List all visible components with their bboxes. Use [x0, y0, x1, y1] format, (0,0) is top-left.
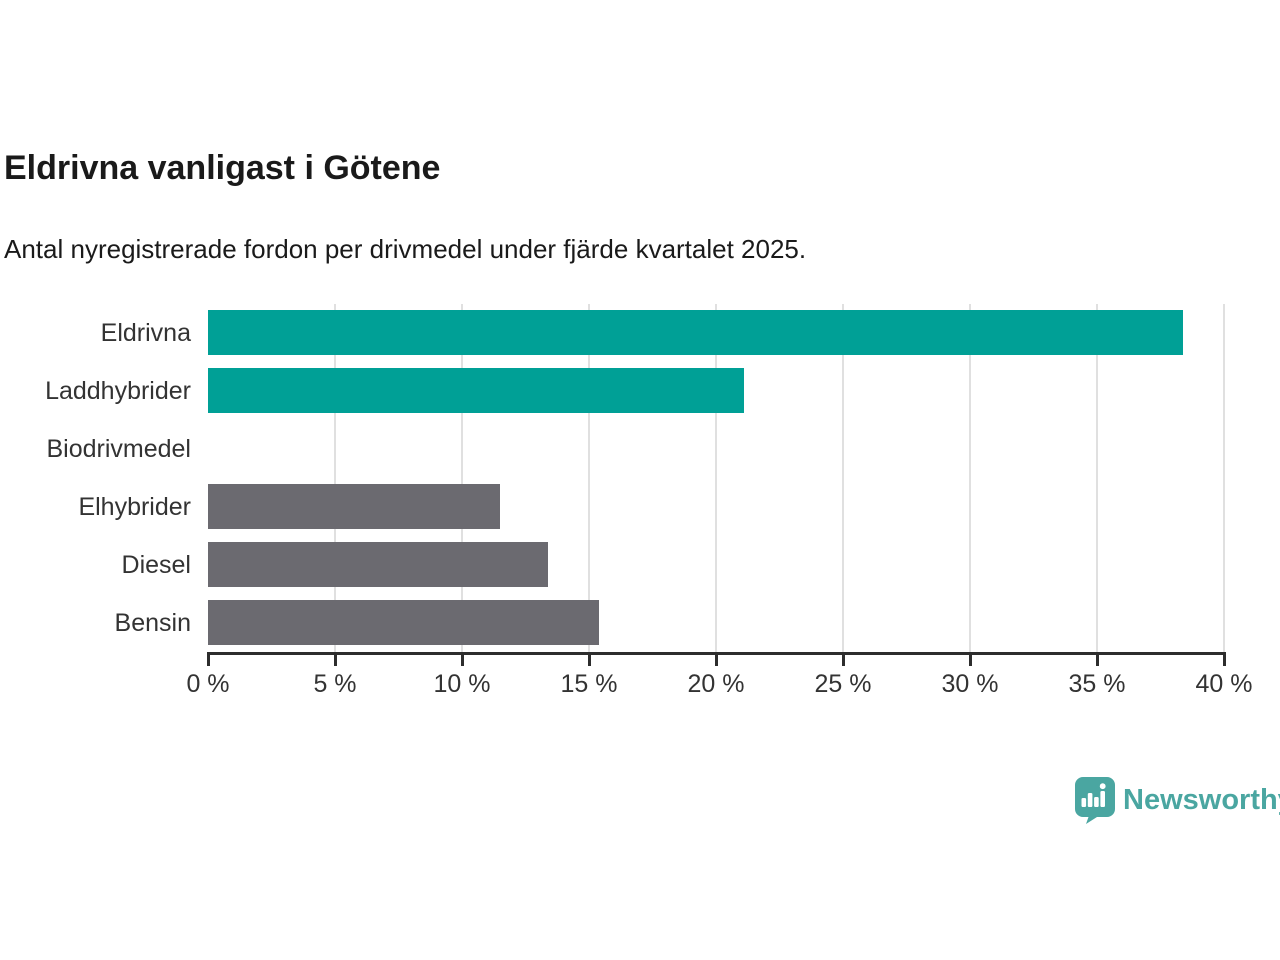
newsworthy-logo: Newsworthy [1075, 777, 1280, 824]
chart-row: Biodrivmedel [46, 420, 1224, 478]
bar [208, 368, 744, 413]
gridline [715, 304, 717, 652]
bar-chart: Eldrivna Laddhybrider Biodrivmedel Elhybrid… [45, 304, 1252, 698]
x-axis-ticks: 0 % 5 % 10 % 15 % 20 % 25 % 30 % 35 % 40 % [186, 304, 1252, 698]
gridline [461, 304, 463, 652]
x-axis-tick [1095, 655, 1099, 666]
x-axis-tick [841, 655, 845, 666]
x-axis-tick-label: 10 % [433, 670, 491, 698]
x-axis-tick [587, 655, 591, 666]
gridline [842, 304, 844, 652]
gridlines-layer [208, 304, 1225, 652]
category-label: Laddhybrider [45, 377, 191, 405]
chart-row: Diesel [122, 536, 1224, 594]
x-axis-tick-label: 5 % [313, 670, 357, 698]
x-axis-tick [1222, 655, 1226, 666]
chart-row: Bensin [115, 594, 1224, 652]
category-label: Eldrivna [100, 319, 191, 347]
gridline [1096, 304, 1098, 652]
x-axis-tick-label: 20 % [687, 670, 745, 698]
chart-row: Elhybrider [78, 478, 1224, 536]
x-axis-line [207, 652, 1226, 655]
x-axis-tick [968, 655, 972, 666]
x-axis-tick [460, 655, 464, 666]
x-axis-tick-label: 25 % [814, 670, 872, 698]
chart-row: Laddhybrider [45, 362, 1224, 420]
x-axis-tick [714, 655, 718, 666]
x-axis-tick-label: 40 % [1195, 670, 1253, 698]
bar [208, 310, 1184, 355]
x-axis-tick-label: 30 % [941, 670, 999, 698]
chart-subtitle: Antal nyregistrerade fordon per drivmede… [4, 234, 807, 264]
x-axis-tick [333, 655, 337, 666]
gridline [588, 304, 590, 652]
category-label: Elhybrider [78, 493, 191, 521]
chart-row: Eldrivna [101, 304, 1224, 362]
bars-layer: Eldrivna Laddhybrider Biodrivmedel Elhybrid… [45, 304, 1224, 652]
category-label: Bensin [114, 609, 191, 637]
category-label: Biodrivmedel [46, 435, 191, 463]
x-axis-tick [206, 655, 210, 666]
x-axis-tick-label: 0 % [186, 670, 230, 698]
x-axis-tick-label: 35 % [1068, 670, 1126, 698]
bar [208, 542, 549, 587]
newsworthy-logo-text: Newsworthy [1123, 784, 1280, 816]
gridline [334, 304, 336, 652]
bar [208, 484, 501, 529]
chart-title: Eldrivna vanligast i Götene [4, 149, 441, 187]
newsworthy-logo-icon [1075, 777, 1115, 824]
category-label: Diesel [121, 551, 191, 579]
gridline [1223, 304, 1225, 652]
bar [208, 600, 600, 645]
x-axis-tick-label: 15 % [560, 670, 618, 698]
gridline [969, 304, 971, 652]
